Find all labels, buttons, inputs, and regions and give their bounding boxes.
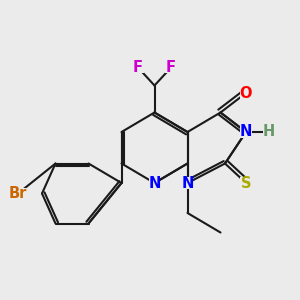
Text: F: F bbox=[166, 60, 176, 75]
FancyBboxPatch shape bbox=[240, 126, 252, 138]
FancyBboxPatch shape bbox=[149, 177, 160, 189]
FancyBboxPatch shape bbox=[240, 177, 252, 189]
Text: S: S bbox=[241, 176, 251, 190]
Text: H: H bbox=[262, 124, 274, 140]
Text: Br: Br bbox=[9, 186, 27, 201]
Text: N: N bbox=[148, 176, 161, 190]
Text: N: N bbox=[181, 176, 194, 190]
Text: N: N bbox=[240, 124, 252, 140]
FancyBboxPatch shape bbox=[182, 177, 193, 189]
FancyBboxPatch shape bbox=[165, 61, 177, 74]
FancyBboxPatch shape bbox=[132, 61, 144, 74]
Text: O: O bbox=[240, 85, 252, 100]
FancyBboxPatch shape bbox=[9, 188, 27, 200]
FancyBboxPatch shape bbox=[240, 87, 252, 99]
FancyBboxPatch shape bbox=[263, 126, 274, 138]
Text: F: F bbox=[133, 60, 143, 75]
